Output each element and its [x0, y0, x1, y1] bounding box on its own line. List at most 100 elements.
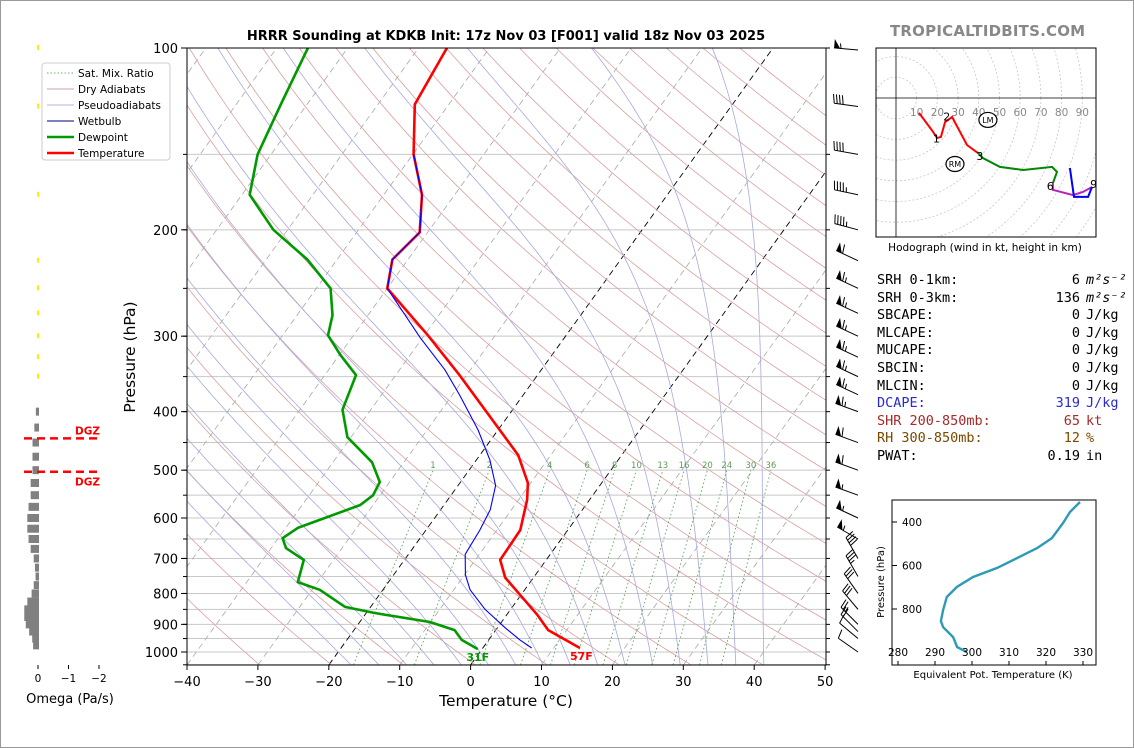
- wind-barb: [842, 583, 859, 610]
- height-label: 9: [1090, 178, 1097, 191]
- mixing-ratio-line: [651, 470, 708, 665]
- stat-row: SRH 0-1km: 6 m²s⁻²: [877, 272, 1127, 290]
- omega-panel: DGZ DGZ 0 −1 −2 Omega (Pa/s): [24, 45, 114, 707]
- wind-barb: [836, 376, 859, 396]
- barb-half: [844, 277, 848, 283]
- x-tick-label: −30: [244, 675, 271, 690]
- barb-full: [845, 531, 854, 539]
- stat-label: DCAPE:: [877, 395, 926, 412]
- dry-adiabat: [335, 48, 826, 471]
- barb-full: [840, 599, 847, 608]
- omega-bar: [34, 423, 39, 432]
- dry-adiabat: [298, 48, 826, 507]
- barb-full: [841, 455, 844, 465]
- x-axis-label: Temperature (°C): [438, 692, 573, 710]
- mixing-ratio-line: [625, 470, 685, 665]
- y-tick-label: 200: [153, 224, 178, 239]
- mixing-ratio-label: 10: [631, 461, 642, 471]
- wind-barb: [837, 629, 859, 653]
- y-tick-label: 800: [153, 587, 178, 602]
- stat-value: 6: [1071, 272, 1080, 288]
- barb-flag: [835, 453, 842, 465]
- dry-adiabat: [372, 48, 826, 436]
- theta-e-x-tick-label: 280: [888, 647, 908, 659]
- stat-unit: J/kg: [1086, 324, 1119, 341]
- barb-full: [846, 587, 853, 596]
- x-tick-label: 50: [817, 675, 834, 690]
- barb-full: [848, 536, 857, 544]
- barb-staff: [838, 637, 859, 653]
- barb-flag: [837, 519, 843, 530]
- pseudoadiabat: [187, 470, 380, 665]
- mixing-ratio-label: 36: [765, 461, 776, 471]
- isotherm: [399, 72, 826, 665]
- theta-e-x-tick-label: 310: [999, 647, 1019, 659]
- isotherm: [187, 48, 419, 371]
- dry-adiabat: [187, 346, 548, 665]
- barb-full: [841, 95, 844, 105]
- stat-row: SBCAPE: 0 J/kg: [877, 307, 1127, 325]
- wind-barb: [845, 549, 859, 577]
- y-tick-label: 900: [153, 618, 178, 633]
- barb-staff: [834, 149, 859, 155]
- barb-staff: [840, 614, 859, 632]
- hodograph-segment: [1068, 167, 1093, 198]
- wind-barb: [833, 140, 859, 155]
- y-tick-label: 300: [153, 330, 178, 345]
- barb-full: [847, 571, 855, 580]
- barb-half: [844, 346, 848, 352]
- wind-barb: [836, 358, 859, 378]
- y-tick-label: 400: [153, 406, 178, 421]
- chart-title: HRRR Sounding at KDKB Init: 17z Nov 03 […: [247, 29, 765, 44]
- height-label: 1: [933, 132, 940, 145]
- omega-bar: [37, 257, 39, 263]
- omega-bar: [37, 285, 39, 291]
- wind-barb: [834, 38, 859, 51]
- dgz-label: DGZ: [75, 477, 100, 489]
- barb-staff: [836, 302, 859, 314]
- omega-bar: [25, 620, 39, 629]
- wind-barb: [835, 478, 859, 496]
- wind-barb: [843, 566, 859, 594]
- height-label: 6: [1047, 180, 1054, 193]
- barb-full: [843, 566, 851, 575]
- omega-bar: [31, 589, 39, 598]
- mixing-ratio-label: 13: [657, 461, 668, 471]
- hodograph-caption: Hodograph (wind in kt, height in km): [888, 242, 1082, 254]
- omega-tick-label: 0: [35, 673, 42, 685]
- barb-staff: [836, 277, 859, 289]
- stat-row: SHR 200-850mb: 65 kt: [877, 413, 1127, 431]
- pseudoadiabat: [217, 48, 626, 665]
- hodograph-segment: [918, 112, 979, 154]
- omega-tick-label: −2: [91, 673, 106, 685]
- omega-bar: [32, 452, 39, 461]
- barb-half: [844, 325, 848, 331]
- stat-label: SBCIN:: [877, 359, 926, 376]
- skewt-axes: −40 −30 −20 −10 0 10 20 30 40 50 100 200 300 400 500 60…: [121, 29, 833, 710]
- stat-unit: %: [1086, 430, 1095, 447]
- highlight-isotherm: [470, 170, 826, 665]
- wind-barb: [833, 93, 859, 108]
- y-tick-label: 100: [153, 42, 178, 57]
- barb-flag: [834, 38, 841, 49]
- x-tick-label: 40: [746, 675, 763, 690]
- dry-adiabat: [262, 48, 826, 544]
- dry-adiabat: [188, 48, 826, 621]
- stats-panel: SRH 0-1km: 6 m²s⁻² SRH 0-3km: 136 m²s⁻² SBCAPE…: [877, 272, 1127, 466]
- barb-full: [841, 427, 844, 437]
- x-tick-label: 0: [466, 675, 474, 690]
- omega-bar: [37, 373, 39, 379]
- barb-half: [844, 607, 849, 612]
- isotherm: [187, 48, 561, 568]
- barb-full: [842, 297, 846, 307]
- theta-e-plot: [939, 501, 1081, 654]
- omega-bar: [34, 563, 39, 572]
- barb-staff: [836, 250, 859, 262]
- legend-label: Wetbulb: [78, 116, 122, 128]
- barb-full: [845, 569, 853, 577]
- omega-bar: [27, 524, 39, 533]
- stat-value: 0.19: [1047, 447, 1080, 464]
- dewpoint-line: [248, 48, 479, 651]
- wind-barb: [835, 425, 859, 444]
- omega-bar: [37, 333, 39, 339]
